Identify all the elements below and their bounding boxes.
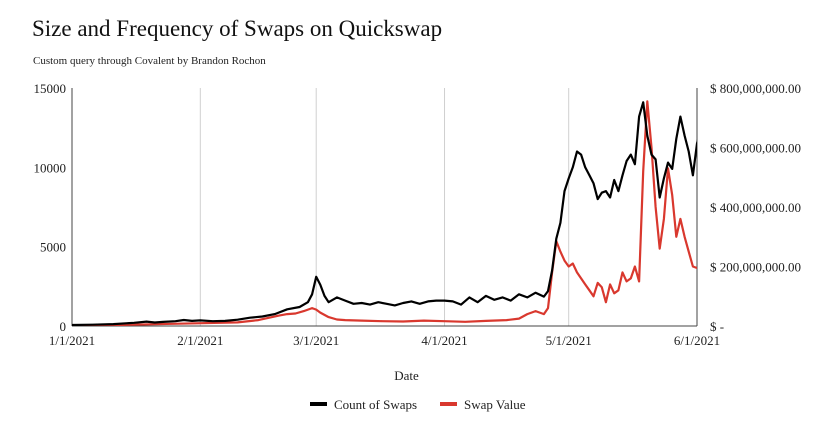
series-count-of-swaps-line bbox=[72, 101, 697, 326]
y-right-tick-label: $ 200,000,000.00 bbox=[710, 260, 801, 275]
y-left-tick-label: 15000 bbox=[34, 81, 67, 96]
legend-label-value: Swap Value bbox=[464, 397, 526, 412]
y-right-tick-label: $ 600,000,000.00 bbox=[710, 141, 801, 156]
legend-label-count: Count of Swaps bbox=[334, 397, 417, 412]
y-right-tick-label: $ - bbox=[710, 319, 724, 334]
series-swap-value-line bbox=[72, 100, 697, 326]
y-left-tick-label: 0 bbox=[60, 319, 67, 334]
x-axis-title: Date bbox=[394, 368, 419, 383]
y-right-tick-label: $ 400,000,000.00 bbox=[710, 200, 801, 215]
y-right-tick-label: $ 800,000,000.00 bbox=[710, 81, 801, 96]
x-tick-label: 1/1/2021 bbox=[49, 333, 95, 348]
y-left-tick-label: 10000 bbox=[34, 160, 67, 175]
chart-title: Size and Frequency of Swaps on Quickswap bbox=[32, 16, 443, 41]
x-tick-label: 4/1/2021 bbox=[421, 333, 467, 348]
x-tick-label: 5/1/2021 bbox=[546, 333, 592, 348]
x-tick-label: 2/1/2021 bbox=[177, 333, 223, 348]
x-tick-label: 6/1/2021 bbox=[674, 333, 720, 348]
chart-subtitle: Custom query through Covalent by Brandon… bbox=[33, 55, 266, 67]
x-tick-label: 3/1/2021 bbox=[293, 333, 339, 348]
y-left-tick-label: 5000 bbox=[40, 240, 66, 255]
